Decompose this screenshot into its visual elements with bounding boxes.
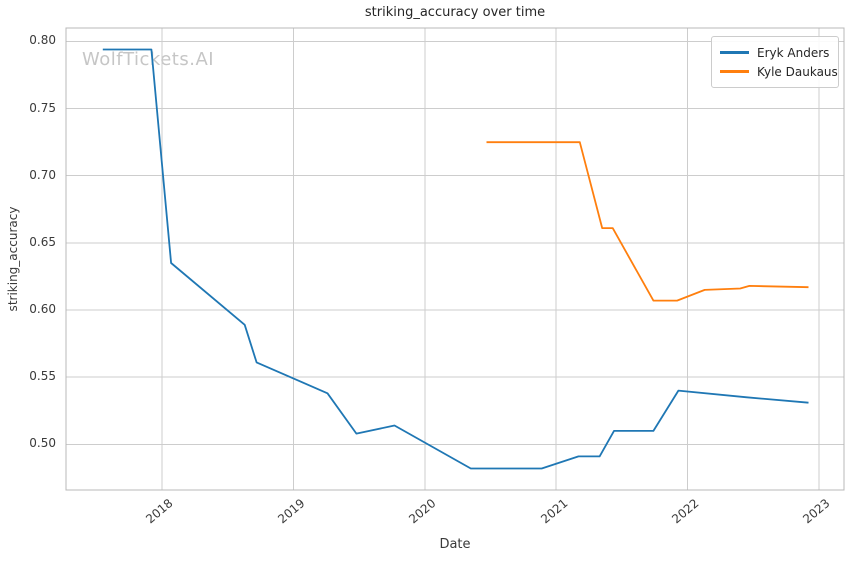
legend-line-swatch — [720, 51, 749, 54]
legend: Eryk Anders Kyle Daukaus — [711, 36, 839, 88]
x-axis-label: Date — [439, 537, 471, 552]
axes-border — [65, 27, 845, 491]
y-tick-label: 0.55 — [29, 369, 56, 384]
y-tick-label: 0.65 — [29, 234, 56, 249]
y-tick-label: 0.80 — [29, 33, 56, 48]
legend-entry: Kyle Daukaus — [720, 62, 838, 81]
series-line-1 — [486, 141, 809, 302]
legend-label: Eryk Anders — [757, 45, 830, 60]
legend-entry: Eryk Anders — [720, 43, 830, 62]
watermark: WolfTickets.AI — [82, 49, 215, 70]
y-tick-label: 0.50 — [29, 436, 56, 451]
y-tick-label: 0.75 — [29, 100, 56, 115]
chart-title: striking_accuracy over time — [364, 5, 546, 20]
legend-label: Kyle Daukaus — [757, 64, 838, 79]
y-tick-label: 0.60 — [29, 302, 56, 317]
y-tick-label: 0.70 — [29, 167, 56, 182]
legend-line-swatch — [720, 70, 749, 73]
series-line-0 — [102, 48, 809, 470]
y-axis-label: striking_accuracy — [6, 206, 20, 312]
